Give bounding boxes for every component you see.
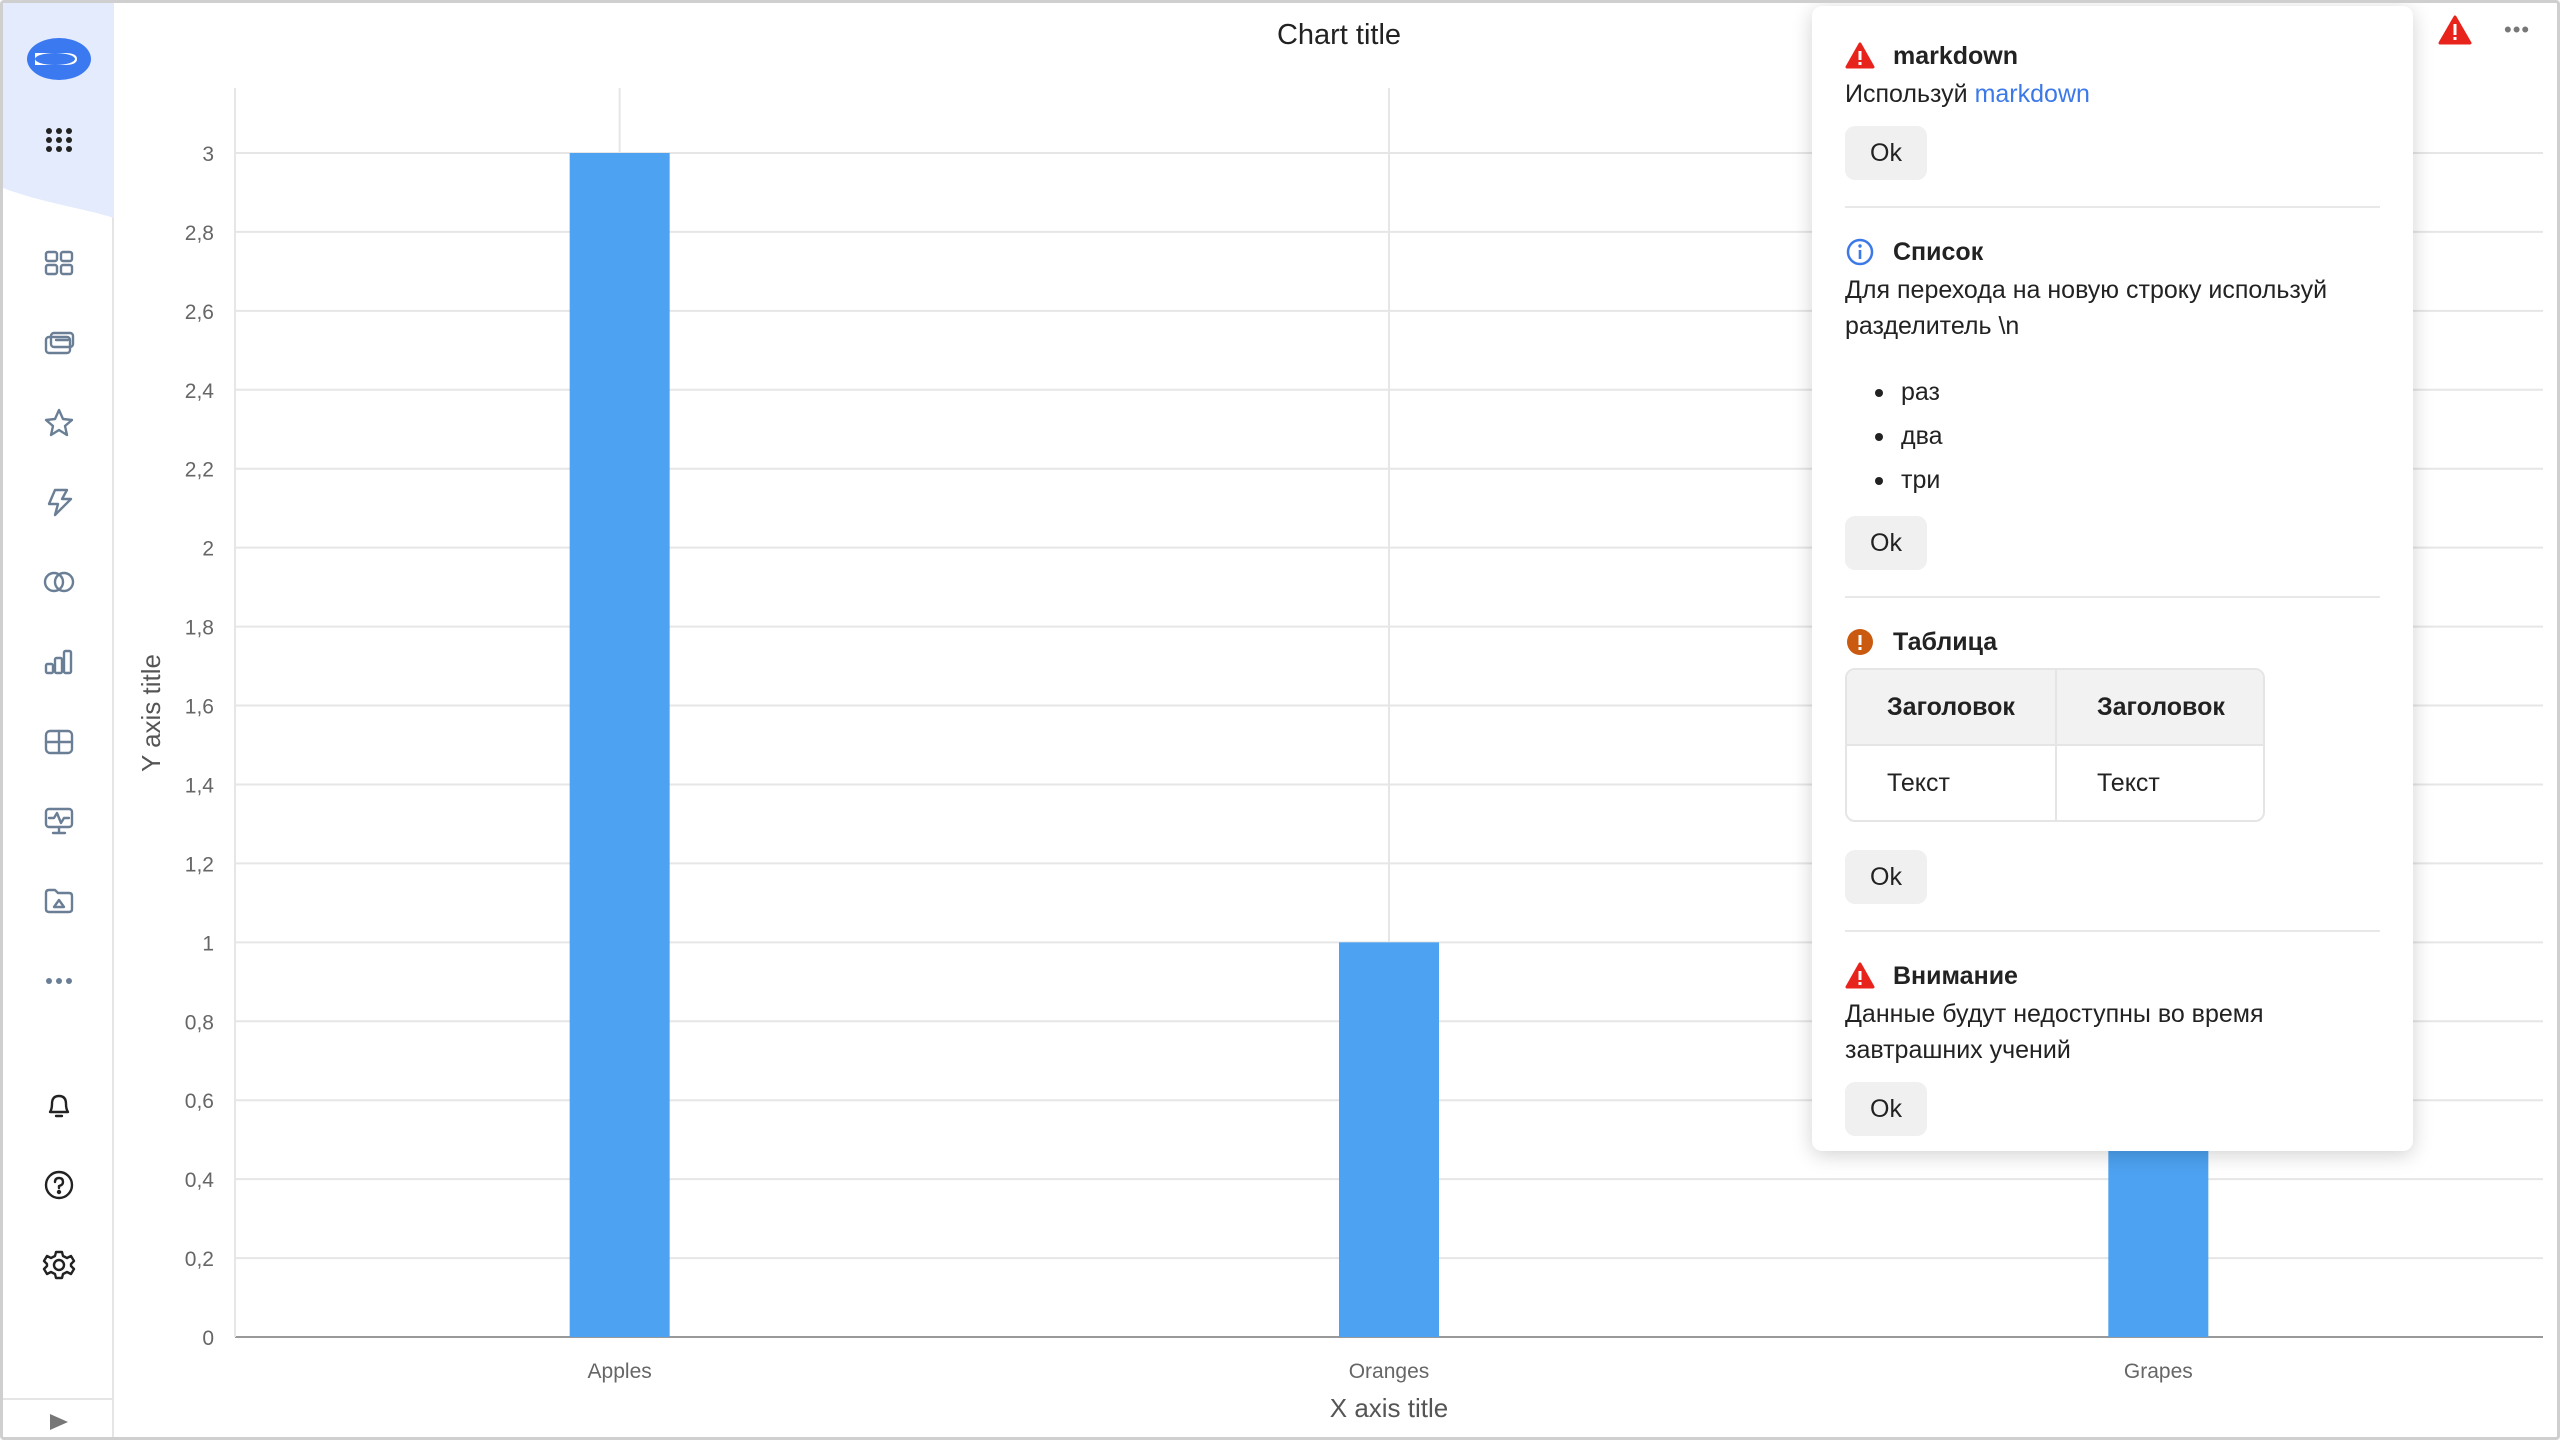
sidebar [3,3,114,1437]
y-tick-label: 2,6 [185,301,214,324]
play-arrow-icon [49,1413,68,1430]
logo-icon[interactable] [25,37,93,81]
monitoring-icon[interactable] [39,801,79,841]
list-item: три [1875,462,2380,506]
alert-text: Данные будут недоступны во время завтраш… [1845,1000,2264,1064]
y-tick-label: 3 [202,143,214,166]
alert-text: Для перехода на новую строку используй р… [1845,276,2328,340]
chart-icon[interactable] [39,642,79,682]
folder-icon[interactable] [39,881,79,921]
table-cell: Текст [2054,744,2263,820]
more-icon[interactable] [39,961,79,1001]
ok-button[interactable]: Ok [1845,850,1927,904]
bar-apples [569,153,670,1337]
star-icon[interactable] [39,403,79,443]
bar-oranges [1339,942,1439,1337]
y-tick-label: 0,8 [185,1011,214,1034]
alert-title: Таблица [1893,628,1998,656]
ok-button[interactable]: Ok [1845,126,1927,180]
x-tick-label: Oranges [1349,1360,1430,1383]
x-axis-title: X axis title [1330,1393,1449,1423]
markdown-link[interactable]: markdown [1974,80,2090,108]
collections-icon[interactable] [39,323,79,363]
y-axis-title: Y axis title [136,654,166,772]
warning-circle-icon [1847,629,1873,655]
divider [1845,206,2380,208]
y-tick-label: 1,2 [185,853,214,876]
y-tick-label: 1,8 [185,617,214,640]
apps-grid-icon[interactable] [39,119,79,159]
alert-title: Внимание [1893,962,2018,990]
gear-icon[interactable] [39,1245,79,1285]
links-icon[interactable] [39,562,79,602]
y-tick-label: 0,6 [185,1090,214,1113]
y-tick-label: 2,4 [185,380,215,403]
data-table: Заголовок Заголовок Текст Текст [1845,668,2265,822]
help-icon[interactable] [39,1165,79,1205]
list-item: два [1875,418,2380,462]
y-tick-label: 2,2 [185,459,214,482]
dataset-icon[interactable] [39,722,79,762]
sidebar-header-bg [3,3,114,218]
lightning-icon[interactable] [39,482,79,522]
bullet-list: раз два три [1875,374,2380,506]
alerts-popup: markdown Используй markdown Ok Список Дл… [1812,6,2413,1151]
y-tick-label: 1 [202,932,214,955]
chart-title: Chart title [1277,19,1401,51]
alert-section-markdown: markdown Используй markdown Ok [1845,36,2380,180]
collapse-sidebar-button[interactable] [3,1398,114,1437]
dashboards-icon[interactable] [39,243,79,283]
table-header: Заголовок [2054,670,2263,744]
alert-title: Список [1893,238,1984,266]
more-menu-button[interactable]: ••• [2504,17,2531,42]
x-tick-label: Apples [588,1360,652,1383]
warning-triangle-icon[interactable] [2438,15,2472,45]
x-tick-label: Grapes [2124,1360,2193,1383]
alert-text: Используй [1845,80,1975,108]
y-tick-label: 1,4 [185,774,215,797]
chart-header-actions: ••• [2438,15,2530,45]
divider [1845,596,2380,598]
y-tick-label: 2,8 [185,222,214,245]
info-icon [1846,238,1874,266]
list-item: раз [1875,374,2380,418]
y-tick-label: 0 [202,1327,214,1350]
y-tick-label: 0,4 [185,1169,215,1192]
danger-triangle-icon [1845,962,1875,989]
y-tick-label: 2 [202,538,214,561]
danger-triangle-icon [1845,42,1875,69]
y-tick-label: 0,2 [185,1248,214,1271]
ok-button[interactable]: Ok [1845,1082,1927,1136]
bell-icon[interactable] [39,1085,79,1125]
alert-title: markdown [1893,42,2019,70]
table-header: Заголовок [1847,670,2055,744]
alert-section-table: Таблица Заголовок Заголовок Текст Текст Ok [1845,622,2380,904]
ok-button[interactable]: Ok [1845,516,1927,570]
alert-section-list: Список Для перехода на новую строку испо… [1845,232,2380,570]
table-cell: Текст [1847,744,2055,820]
alert-section-attention: Внимание Данные будут недоступны во врем… [1845,956,2380,1136]
y-tick-label: 1,6 [185,696,214,719]
divider [1845,930,2380,932]
